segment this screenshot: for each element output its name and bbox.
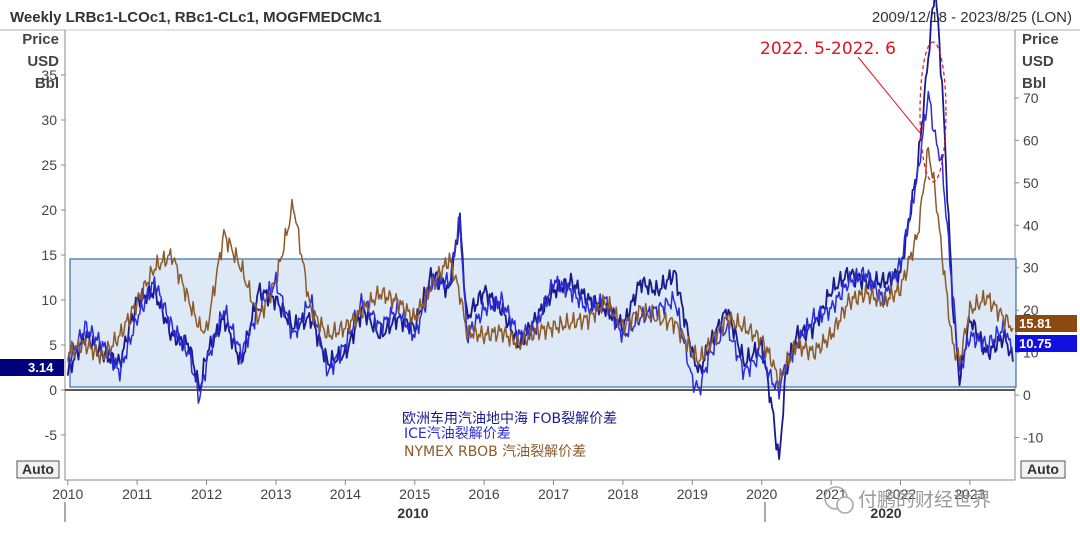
x-tick-label: 2016 [469,486,500,502]
peak-highlight-ellipse [919,41,947,183]
left-axis-label-price: Price [22,31,59,48]
series-line-mogf [66,0,1014,461]
left-tick-label: -5 [45,427,58,443]
x-tick-label: 2023 [954,486,985,502]
right-tick-label: 20 [1023,302,1039,318]
legend-entry-mogf: 欧洲车用汽油地中海 FOB裂解价差 [402,410,617,427]
watermark: 付鹏的财经世界 [824,486,991,514]
left-tick-label: 35 [41,67,57,83]
right-tick-label: 70 [1023,90,1039,106]
right-tick-label: 30 [1023,260,1039,276]
right-tick-label: -10 [1023,430,1043,446]
x-tick-label: 2017 [538,486,569,502]
left-value-tag-text: 3.14 [28,360,54,375]
right-tick-label: 50 [1023,175,1039,191]
series-line-nymex [67,146,1014,388]
left-tick-label: 20 [41,202,57,218]
x-tick-label: 2020 [746,486,777,502]
left-tick-label: 10 [41,292,57,308]
x-tick-label: 2018 [607,486,638,502]
x-tick-label: 2014 [330,486,361,502]
left-axis-label-usd: USD [27,53,59,70]
x-tick-label: 2019 [677,486,708,502]
x-tick-label: 2022 [885,486,916,502]
right-axis-label-bbl: Bbl [1022,75,1046,92]
annotation-text: 2022. 5-2022. 6 [760,39,896,59]
range-highlight-box [69,258,1017,388]
series-line-ice [67,90,1014,404]
auto-button-left-label: Auto [22,461,54,477]
x-axis-ticks: 2010 2011 2012 2013 2014 2015 2016 2017 2018 2019… [52,480,986,502]
left-tick-label: 5 [49,337,57,353]
right-tick-label: 40 [1023,217,1039,233]
decade-label-2010: 2010 [397,505,428,521]
date-range: 2009/12/18 - 2023/8/25 (LON) [872,9,1072,26]
right-axis-label-usd: USD [1022,53,1054,70]
x-tick-label: 2013 [260,486,291,502]
series-layer [66,0,1014,461]
left-axis-ticks: 35 30 25 20 15 10 5 0 -5 [41,67,65,443]
x-tick-label: 2010 [52,486,83,502]
auto-button-right[interactable]: Auto [1020,460,1066,479]
decade-label-2020: 2020 [870,505,901,521]
x-tick-label: 2021 [816,486,847,502]
auto-button-right-label: Auto [1027,461,1059,477]
chart-title: Weekly LRBc1-LCOc1, RBc1-CLc1, MOGFMEDCM… [10,9,381,26]
x-tick-label: 2012 [191,486,222,502]
right-tick-label: 0 [1023,387,1031,403]
left-axis-label-bbl: Bbl [35,75,59,92]
left-value-tag: 3.14 [0,359,64,376]
right-axis-label-price: Price [1022,31,1059,48]
right-value-tag-blue: 10.75 [1015,335,1077,352]
left-tick-label: 25 [41,157,57,173]
right-value-tag-brown: 15.81 [1015,315,1077,332]
left-tick-label: 15 [41,247,57,263]
auto-button-left[interactable]: Auto [16,460,60,479]
right-tick-label: 60 [1023,132,1039,148]
watermark-text: 付鹏的财经世界 [858,489,991,511]
left-tick-label: 0 [49,382,57,398]
x-tick-label: 2011 [122,486,152,502]
right-value-tag-brown-text: 15.81 [1019,316,1052,331]
legend-entry-nymex: NYMEX RBOB 汽油裂解价差 [404,444,586,460]
x-tick-label: 2015 [399,486,430,502]
annotation-leader-line [857,56,921,134]
left-tick-label: 30 [41,112,57,128]
legend-entry-ice: ICE汽油裂解价差 [404,426,511,442]
right-value-tag-blue-text: 10.75 [1019,336,1052,351]
header-bar [0,0,1080,30]
